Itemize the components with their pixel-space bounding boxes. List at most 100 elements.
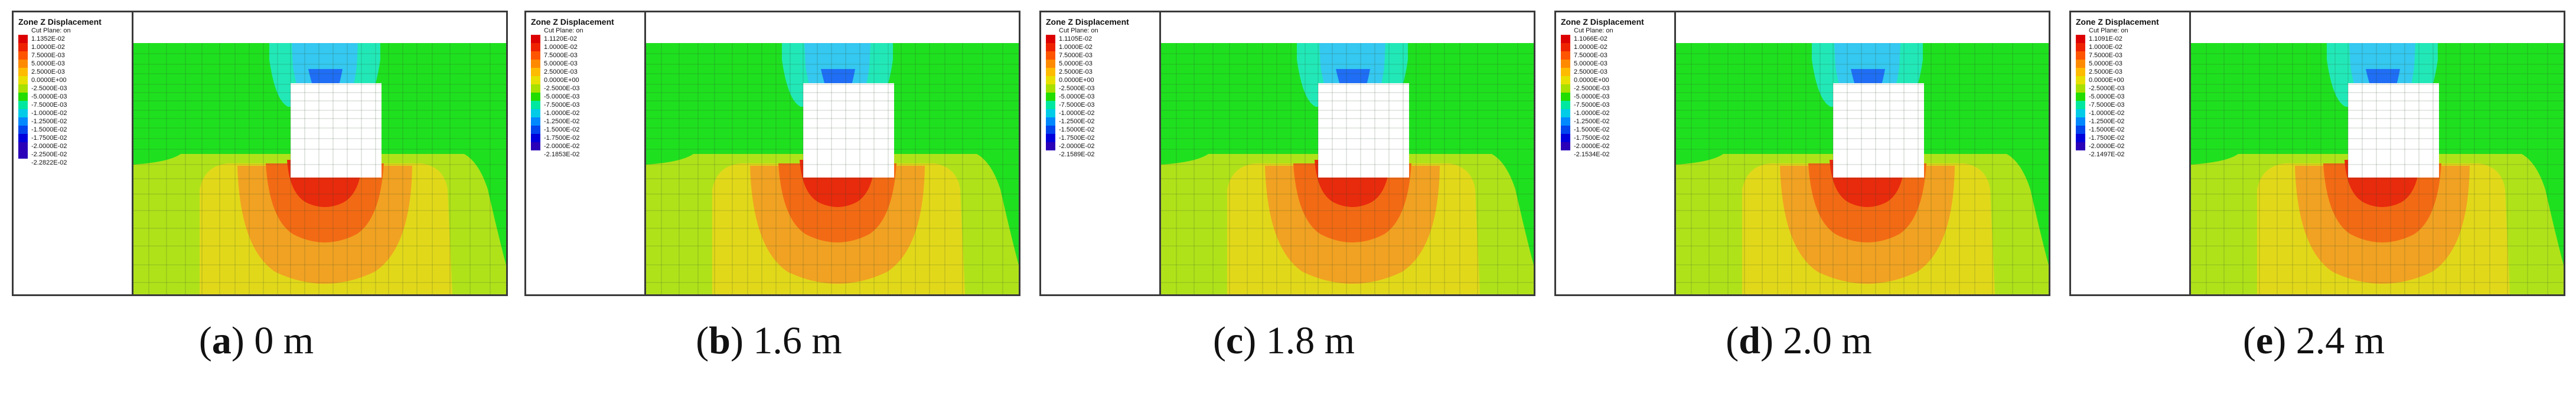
legend-entry: -2.5000E-03 <box>531 84 649 93</box>
legend-entry: -7.5000E-03 <box>531 101 649 109</box>
legend-entry: -1.5000E-02 <box>1046 126 1164 134</box>
legend-label: -1.2500E-02 <box>544 118 580 125</box>
legend-entry: -1.0000E-02 <box>18 109 136 117</box>
legend-entry: -1.5000E-02 <box>531 126 649 134</box>
legend-label: -2.5000E-03 <box>2089 85 2125 92</box>
caption-letter: a <box>211 319 231 362</box>
legend-swatch <box>1561 101 1570 109</box>
legend-swatch <box>1561 68 1570 76</box>
legend-title: Zone Z Displacement <box>1561 17 1644 27</box>
legend-label: -1.0000E-02 <box>1059 110 1095 117</box>
legend-entry: -1.2500E-02 <box>18 117 136 126</box>
legend-label: -7.5000E-03 <box>544 101 580 109</box>
legend-label: -5.0000E-03 <box>1574 93 1610 100</box>
legend-swatch <box>2076 126 2085 134</box>
legend-entry: -1.7500E-02 <box>2076 134 2194 142</box>
legend-subtitle: Cut Plane: on <box>1059 27 1098 34</box>
legend-swatch <box>18 134 28 142</box>
legend-title: Zone Z Displacement <box>18 17 102 27</box>
legend-swatch <box>18 159 28 167</box>
legend-subtitle: Cut Plane: on <box>31 27 71 34</box>
legend-entry: -2.0000E-02 <box>1561 142 1679 150</box>
legend-label: -1.5000E-02 <box>544 126 580 133</box>
tunnel-cavity <box>2348 83 2439 178</box>
legend-label: -1.2500E-02 <box>31 118 67 125</box>
mesh-grid <box>646 43 1019 294</box>
mesh-grid <box>2191 43 2564 294</box>
legend-label: 5.0000E-03 <box>31 60 65 67</box>
legend-label: -1.0000E-02 <box>31 110 67 117</box>
legend-label: -1.2500E-02 <box>1059 118 1095 125</box>
legend-swatch <box>1046 60 1055 68</box>
panel-d: Zone Z Displacement Cut Plane: on 1.1066E-… <box>1543 0 2055 394</box>
legend-swatch <box>18 84 28 93</box>
legend-swatch <box>1561 126 1570 134</box>
legend-swatch <box>1046 93 1055 101</box>
legend-label: -1.7500E-02 <box>544 134 580 142</box>
legend-swatch <box>531 51 540 60</box>
legend-label: -2.0000E-02 <box>2089 143 2125 150</box>
legend-label: -2.5000E-03 <box>31 85 67 92</box>
legend-swatch <box>18 35 28 43</box>
legend-label: 2.5000E-03 <box>544 68 578 75</box>
legend-entry: 2.5000E-03 <box>531 68 649 76</box>
legend-entry: -2.5000E-03 <box>18 84 136 93</box>
legend-swatch <box>531 68 540 76</box>
legend-swatch <box>531 109 540 117</box>
legend-title: Zone Z Displacement <box>531 17 614 27</box>
legend-swatch <box>1561 117 1570 126</box>
legend-label: 1.0000E-02 <box>2089 44 2122 51</box>
contour-svg <box>1676 43 2049 294</box>
legend-swatch <box>2076 93 2085 101</box>
legend-label: 5.0000E-03 <box>544 60 578 67</box>
panel-caption: (c) 1.8 m <box>1212 319 1355 362</box>
legend-swatch <box>2076 109 2085 117</box>
legend-label: 1.1352E-02 <box>31 35 65 42</box>
legend-label: -2.1497E-02 <box>2089 151 2125 158</box>
legend-label: -5.0000E-03 <box>544 93 580 100</box>
legend-label: -5.0000E-03 <box>31 93 67 100</box>
legend-entry: 2.5000E-03 <box>1046 68 1164 76</box>
legend-entry: 7.5000E-03 <box>531 51 649 60</box>
panel-b: Zone Z Displacement Cut Plane: on 1.1120E-… <box>513 0 1025 394</box>
legend-swatch <box>1046 35 1055 43</box>
legend-entry: -1.0000E-02 <box>1561 109 1679 117</box>
legend-label: -1.0000E-02 <box>2089 110 2125 117</box>
legend-swatch <box>18 150 28 159</box>
legend-swatch <box>531 84 540 93</box>
legend-entry: -7.5000E-03 <box>18 101 136 109</box>
legend-swatch <box>2076 60 2085 68</box>
legend-entry: -1.7500E-02 <box>1046 134 1164 142</box>
legend-entry: 7.5000E-03 <box>1561 51 1679 60</box>
plot-frame: Zone Z Displacement Cut Plane: on 1.1105E-… <box>1039 11 1535 296</box>
tunnel-cavity <box>1833 83 1924 178</box>
legend: Zone Z Displacement Cut Plane: on 1.1066E-… <box>1561 17 1679 159</box>
caption-value: 2.4 m <box>2295 319 2385 362</box>
legend-label: -2.5000E-03 <box>544 85 580 92</box>
legend-label: -7.5000E-03 <box>2089 101 2125 109</box>
tunnel-cavity <box>1318 83 1409 178</box>
caption-letter: b <box>709 319 731 362</box>
panel-a: Zone Z Displacement Cut Plane: on 1.1352E-… <box>0 0 513 394</box>
legend-entry: 2.5000E-03 <box>1561 68 1679 76</box>
legend-entry: 1.1091E-02 <box>2076 35 2194 43</box>
legend-entry: 1.1105E-02 <box>1046 35 1164 43</box>
contour-plot <box>132 12 506 294</box>
legend-label: 5.0000E-03 <box>1059 60 1093 67</box>
legend-label: 2.5000E-03 <box>1574 68 1607 75</box>
legend-label: -2.1853E-02 <box>544 151 580 158</box>
legend-entry: 1.0000E-02 <box>1561 43 1679 51</box>
legend-swatch <box>531 93 540 101</box>
legend-swatch <box>1046 43 1055 51</box>
legend-swatch <box>531 142 540 150</box>
legend-label: 2.5000E-03 <box>2089 68 2122 75</box>
legend-swatch <box>531 117 540 126</box>
legend-swatch <box>2076 117 2085 126</box>
legend-label: -2.0000E-02 <box>1574 143 1610 150</box>
legend-entry: -2.1853E-02 <box>531 150 649 159</box>
caption-letter: c <box>1225 319 1244 362</box>
legend-entry: -1.0000E-02 <box>1046 109 1164 117</box>
legend-entry: 7.5000E-03 <box>2076 51 2194 60</box>
legend-swatch <box>1046 76 1055 84</box>
legend-entry: -2.5000E-03 <box>2076 84 2194 93</box>
